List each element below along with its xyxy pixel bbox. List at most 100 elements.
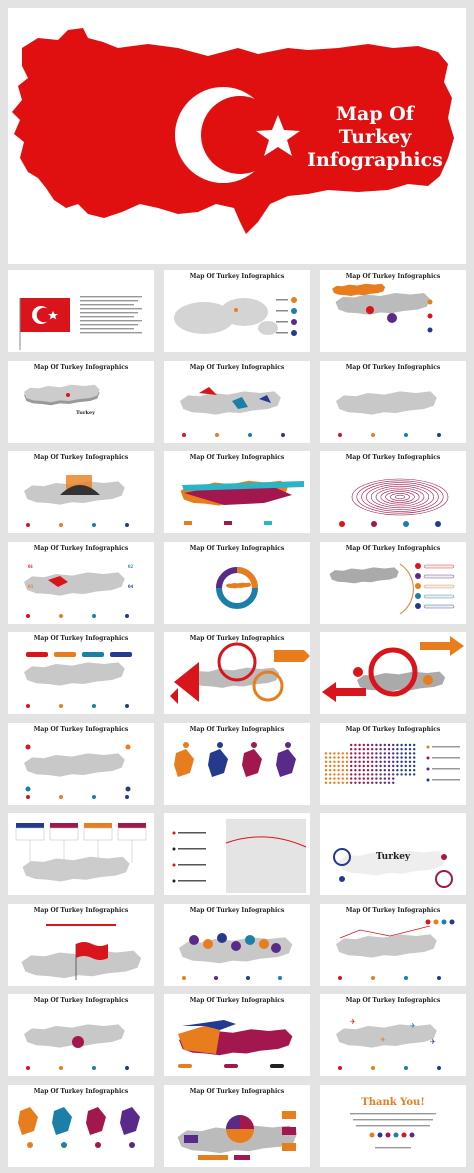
slide-title: Map Of Turkey Infographics bbox=[345, 544, 441, 552]
hero-title-line-1: Map Of bbox=[336, 103, 414, 125]
hero-title-line-3: Infographics bbox=[307, 149, 443, 171]
slide-title: Map Of Turkey Infographics bbox=[189, 635, 285, 642]
svg-text:02: 02 bbox=[128, 565, 134, 570]
slide-graphic bbox=[180, 480, 304, 525]
slide-thumbnail-31[interactable]: Thank You! bbox=[320, 1084, 466, 1167]
slide-title: Map Of Turkey Infographics bbox=[189, 725, 285, 733]
slide-thumbnail-17[interactable]: Map Of Turkey Infographics bbox=[8, 722, 154, 805]
slide-graphic bbox=[24, 1024, 129, 1070]
slide-title: Map Of Turkey Infographics bbox=[345, 454, 441, 461]
slide-thumbnail-6[interactable]: Map Of Turkey Infographics bbox=[164, 360, 310, 443]
slide-graphic: Thank You! bbox=[350, 1097, 436, 1148]
slide-graphic bbox=[174, 297, 297, 336]
hero-title: Map Of Turkey Infographics bbox=[300, 103, 450, 172]
slide-graphic bbox=[339, 478, 449, 527]
slide-title: Map Of Turkey Infographics bbox=[189, 544, 285, 552]
svg-text:✈: ✈ bbox=[350, 1018, 356, 1026]
slide-title: Map Of Turkey Infographics bbox=[33, 544, 129, 552]
slide-graphic bbox=[15, 823, 147, 882]
slide-thumbnail-29[interactable]: Map Of Turkey Infographics bbox=[8, 1084, 154, 1167]
svg-text:04: 04 bbox=[128, 585, 134, 590]
slide-graphic bbox=[336, 919, 455, 980]
slide-title: Map Of Turkey Infographics bbox=[33, 363, 129, 371]
svg-text:Turkey: Turkey bbox=[76, 410, 96, 416]
slide-title: Map Of Turkey Infographics bbox=[33, 1087, 129, 1095]
slide-title: Map Of Turkey Infographics bbox=[345, 906, 441, 914]
slide-thumbnail-19[interactable]: Map Of Turkey Infographics bbox=[320, 722, 466, 805]
slide-thumbnail-4[interactable]: Map Of Turkey Infographics bbox=[320, 270, 466, 352]
slide-graphic bbox=[19, 296, 142, 350]
slide-thumbnail-14[interactable]: Map Of Turkey Infographics bbox=[8, 632, 154, 714]
svg-text:✈: ✈ bbox=[410, 1022, 416, 1030]
slide-thumbnail-25[interactable]: Map Of Turkey Infographics bbox=[320, 903, 466, 986]
slide-thumbnail-11[interactable]: Map Of Turkey Infographics 01 03 02 04 bbox=[8, 541, 154, 624]
slide-title: Map Of Turkey Infographics bbox=[345, 725, 441, 733]
slide-title: Map Of Turkey Infographics bbox=[189, 997, 285, 1004]
slide-graphic bbox=[180, 386, 285, 437]
slide-graphic bbox=[329, 562, 455, 614]
slide-title: Map Of Turkey Infographics bbox=[189, 363, 285, 371]
slide-graphic bbox=[24, 475, 129, 527]
slide-graphic bbox=[170, 642, 310, 704]
svg-text:✈: ✈ bbox=[380, 1036, 386, 1044]
slide-title: Map Of Turkey Infographics bbox=[189, 454, 285, 461]
slide-title: Map Of Turkey Infographics bbox=[189, 1087, 285, 1095]
slide-graphic: 01 03 02 04 bbox=[24, 565, 134, 618]
svg-text:✈: ✈ bbox=[430, 1038, 436, 1046]
slide-thumbnail-28[interactable]: Map Of Turkey Infographics ✈ ✈ ✈ ✈ bbox=[320, 994, 466, 1076]
slide-thumbnail-15[interactable]: Map Of Turkey Infographics bbox=[164, 632, 310, 714]
slide-thumbnail-20[interactable] bbox=[8, 813, 154, 895]
slide-title: Map Of Turkey Infographics bbox=[33, 725, 129, 733]
slide-thumbnail-24[interactable]: Map Of Turkey Infographics bbox=[164, 903, 310, 986]
slide-thumbnail-22[interactable]: Turkey bbox=[320, 813, 466, 895]
slide-title: Map Of Turkey Infographics bbox=[33, 906, 129, 914]
slide-thumbnail-26[interactable]: Map Of Turkey Infographics bbox=[8, 994, 154, 1076]
slide-thumbnail-5[interactable]: Map Of Turkey Infographics Turkey bbox=[8, 360, 154, 443]
svg-text:01: 01 bbox=[28, 565, 34, 570]
slide-title: Map Of Turkey Infographics bbox=[345, 363, 441, 371]
slide-graphic: Turkey bbox=[24, 384, 100, 416]
slide-title: Map Of Turkey Infographics bbox=[345, 273, 441, 280]
slide-thumbnail-16[interactable] bbox=[320, 632, 466, 714]
slide-title: Map Of Turkey Infographics bbox=[33, 454, 129, 461]
slide-graphic bbox=[179, 932, 293, 980]
slide-thumbnail-9[interactable]: Map Of Turkey Infographics bbox=[164, 451, 310, 533]
slide-graphic bbox=[174, 741, 296, 777]
slide-graphic bbox=[172, 819, 307, 893]
slide-thumbnail-30[interactable]: Map Of Turkey Infographics bbox=[164, 1084, 310, 1167]
slide-title: Map Of Turkey Infographics bbox=[345, 997, 441, 1004]
slide-thumbnail-21[interactable] bbox=[164, 813, 310, 895]
slide-graphic bbox=[177, 1110, 298, 1160]
slide-graphic bbox=[324, 743, 460, 784]
slide-thumbnail-3[interactable]: Map Of Turkey Infographics bbox=[164, 270, 310, 352]
slide-thumbnail-2[interactable] bbox=[8, 270, 154, 352]
svg-text:Thank You!: Thank You! bbox=[361, 1097, 424, 1108]
slide-graphic: Turkey bbox=[333, 848, 453, 888]
slide-graphic bbox=[18, 1106, 140, 1148]
slide-graphic bbox=[21, 923, 142, 980]
hero-slide[interactable]: Map Of Turkey Infographics bbox=[8, 8, 466, 264]
slide-graphic bbox=[332, 283, 433, 333]
slide-thumbnail-27[interactable]: Map Of Turkey Infographics bbox=[164, 994, 310, 1076]
slide-graphic: ✈ ✈ ✈ ✈ bbox=[336, 1018, 441, 1070]
slide-thumbnail-23[interactable]: Map Of Turkey Infographics bbox=[8, 903, 154, 986]
slide-title: Map Of Turkey Infographics bbox=[189, 273, 285, 280]
slide-graphic bbox=[24, 744, 131, 799]
svg-text:Turkey: Turkey bbox=[376, 852, 411, 862]
slide-title: Map Of Turkey Infographics bbox=[33, 635, 129, 642]
slide-graphic bbox=[24, 652, 132, 708]
slide-thumbnail-13[interactable]: Map Of Turkey Infographics bbox=[320, 541, 466, 624]
slide-thumbnail-7[interactable]: Map Of Turkey Infographics bbox=[320, 360, 466, 443]
slide-graphic bbox=[336, 390, 441, 437]
slide-thumbnail-8[interactable]: Map Of Turkey Infographics bbox=[8, 451, 154, 533]
slide-thumbnail-10[interactable]: Map Of Turkey Infographics bbox=[320, 451, 466, 533]
slide-thumbnail-18[interactable]: Map Of Turkey Infographics bbox=[164, 722, 310, 805]
hero-title-line-2: Turkey bbox=[338, 126, 412, 148]
slide-thumbnail-12[interactable]: Map Of Turkey Infographics bbox=[164, 541, 310, 624]
svg-text:03: 03 bbox=[28, 585, 34, 590]
slide-graphic bbox=[216, 566, 258, 609]
slide-graphic bbox=[178, 1020, 293, 1068]
slide-title: Map Of Turkey Infographics bbox=[189, 906, 285, 914]
turkey-flag-map bbox=[12, 28, 454, 234]
slide-title: Map Of Turkey Infographics bbox=[33, 997, 129, 1004]
